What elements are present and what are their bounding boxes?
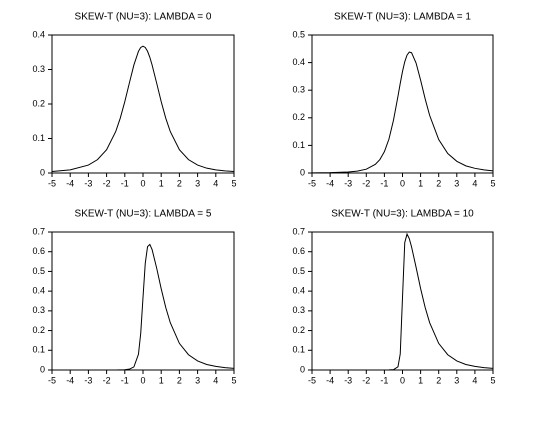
y-tick-label: 0: [40, 364, 45, 374]
x-tick-label: -5: [308, 178, 316, 188]
x-tick-label: 1: [159, 375, 164, 385]
x-tick-label: 2: [436, 375, 441, 385]
x-tick-label: -1: [380, 375, 388, 385]
x-tick-label: -5: [48, 375, 56, 385]
x-tick-label: 3: [454, 375, 459, 385]
y-tick-label: 0.5: [292, 29, 305, 39]
x-tick-label: 4: [213, 178, 218, 188]
y-tick-label: 0.5: [292, 266, 305, 276]
y-tick-label: 0.1: [32, 345, 45, 355]
x-tick-label: 5: [231, 178, 236, 188]
x-tick-label: -2: [362, 178, 370, 188]
x-tick-label: -1: [121, 178, 129, 188]
x-tick-label: 1: [418, 375, 423, 385]
x-tick-label: 2: [177, 375, 182, 385]
x-tick-label: 2: [436, 178, 441, 188]
y-tick-label: 0.6: [292, 246, 305, 256]
y-tick-label: 0.2: [32, 325, 45, 335]
y-tick-label: 0.1: [292, 140, 305, 150]
x-tick-label: -3: [84, 178, 92, 188]
x-tick-label: -3: [344, 375, 352, 385]
density-line: [51, 45, 235, 173]
x-tick-label: 2: [177, 178, 182, 188]
y-tick-label: 0.4: [32, 29, 45, 39]
y-tick-label: 0.2: [292, 112, 305, 122]
x-tick-label: -3: [84, 375, 92, 385]
chart-title: SKEW-T (NU=3): LAMBDA = 1: [334, 12, 471, 23]
y-tick-label: 0.1: [292, 345, 305, 355]
y-tick-label: 0: [300, 364, 305, 374]
x-tick-label: -5: [308, 375, 316, 385]
x-tick-label: -1: [380, 178, 388, 188]
y-tick-label: 0.3: [292, 305, 305, 315]
density-line: [52, 243, 235, 371]
x-tick-label: 0: [140, 178, 145, 188]
y-tick-label: 0.5: [32, 266, 45, 276]
x-tick-label: -4: [66, 375, 74, 385]
plot-frame: [51, 34, 235, 174]
chart-title: SKEW-T (NU=3): LAMBDA = 10: [331, 209, 474, 220]
x-tick-label: -5: [48, 178, 56, 188]
x-tick-label: -4: [66, 178, 74, 188]
x-tick-label: -1: [121, 375, 129, 385]
x-tick-label: -3: [344, 178, 352, 188]
x-tick-label: 0: [400, 178, 405, 188]
plot-frame: [311, 34, 494, 174]
y-tick-label: 0.3: [32, 305, 45, 315]
x-tick-label: 3: [454, 178, 459, 188]
y-tick-label: 0: [300, 167, 305, 177]
x-tick-label: 4: [472, 375, 477, 385]
x-tick-label: -2: [362, 375, 370, 385]
x-tick-label: 4: [472, 178, 477, 188]
y-tick-label: 0.2: [32, 98, 45, 108]
y-tick-label: 0.4: [292, 57, 305, 67]
x-tick-label: 1: [418, 178, 423, 188]
x-tick-label: -4: [326, 178, 334, 188]
y-tick-label: 0.3: [32, 64, 45, 74]
x-tick-label: -4: [326, 375, 334, 385]
density-line: [312, 232, 494, 371]
y-tick-label: 0.4: [32, 286, 45, 296]
y-tick-label: 0.2: [292, 325, 305, 335]
y-tick-label: 0.7: [32, 226, 45, 236]
y-tick-label: 0: [40, 167, 45, 177]
x-tick-label: 4: [213, 375, 218, 385]
y-tick-label: 0.1: [32, 133, 45, 143]
x-tick-label: 5: [490, 178, 495, 188]
x-tick-label: -2: [103, 178, 111, 188]
x-tick-label: 5: [490, 375, 495, 385]
x-tick-label: 1: [159, 178, 164, 188]
y-tick-label: 0.7: [292, 226, 305, 236]
density-line: [311, 51, 494, 174]
y-tick-label: 0.3: [292, 85, 305, 95]
x-tick-label: 0: [400, 375, 405, 385]
chart-title: SKEW-T (NU=3): LAMBDA = 5: [75, 209, 212, 220]
x-tick-label: 0: [140, 375, 145, 385]
x-tick-label: -2: [103, 375, 111, 385]
x-tick-label: 3: [195, 375, 200, 385]
x-tick-label: 3: [195, 178, 200, 188]
y-tick-label: 0.4: [292, 286, 305, 296]
chart-title: SKEW-T (NU=3): LAMBDA = 0: [75, 12, 212, 23]
y-tick-label: 0.6: [32, 246, 45, 256]
x-tick-label: 5: [231, 375, 236, 385]
